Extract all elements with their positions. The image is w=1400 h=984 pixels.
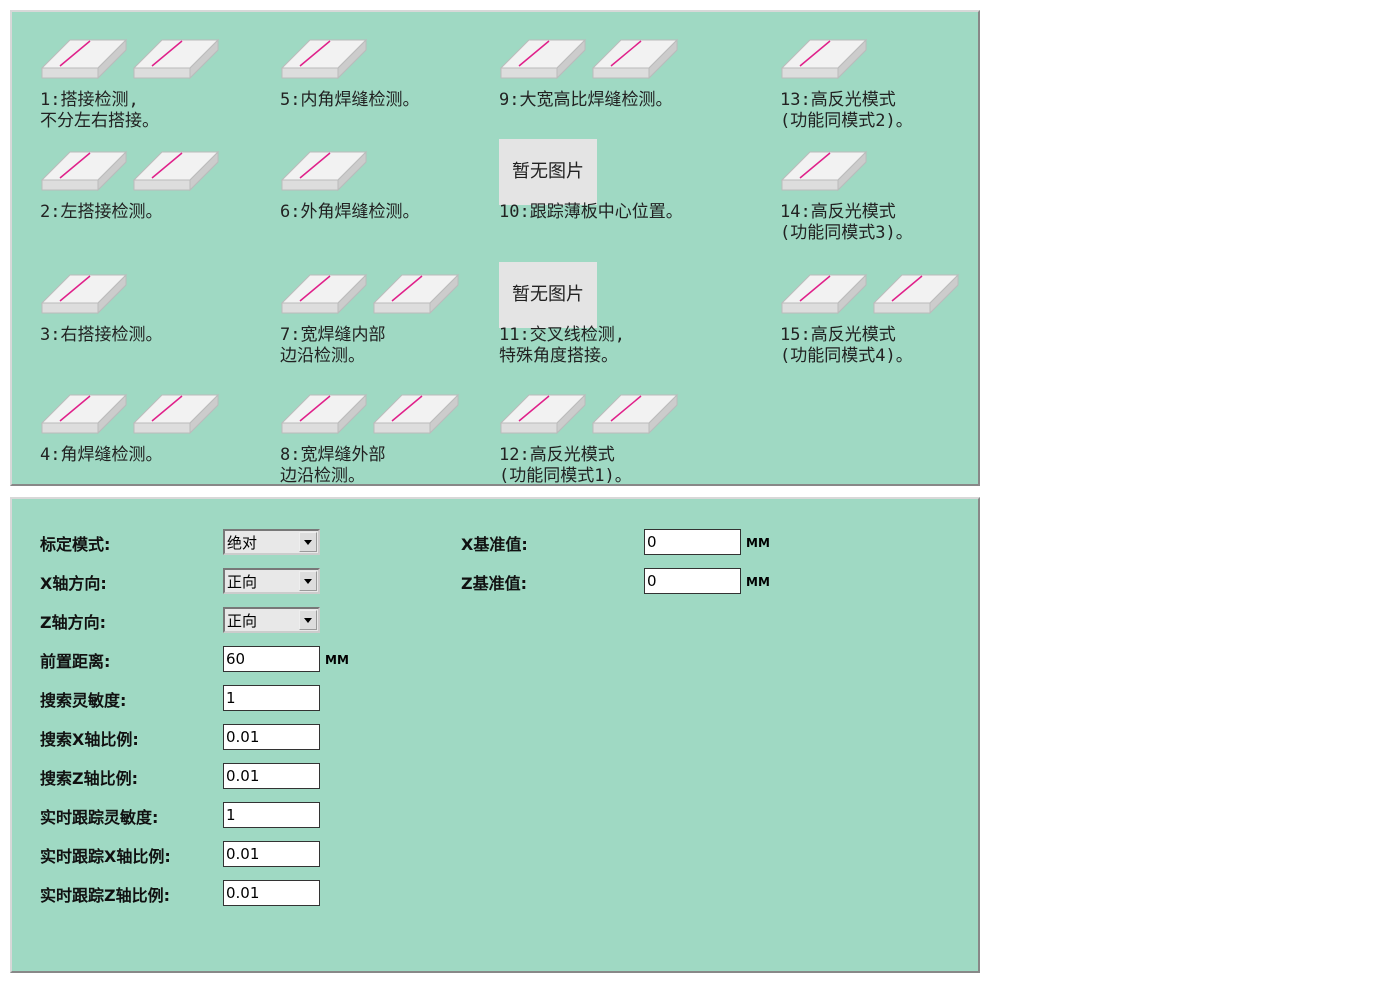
mode-text: 11:交叉线检测, (499, 325, 625, 345)
mode-text: 5:内角焊缝检测。 (280, 90, 420, 110)
mode-icon (780, 150, 868, 192)
unit-label: MM (746, 536, 770, 550)
setting-label: X基准值: (461, 535, 528, 554)
mode-label: 7:宽焊缝内部 边沿检测。 (280, 325, 385, 367)
mode-label: 6:外角焊缝检测。 (280, 202, 419, 223)
mode-text: 15:高反光模式 (780, 325, 896, 345)
setting-label: 搜索灵敏度: (40, 691, 127, 710)
control-value: 0.01 (226, 767, 260, 785)
mode-icon (780, 38, 868, 80)
mode-icon (40, 38, 220, 80)
control-value: 绝对 (227, 534, 258, 552)
mode-label: 5:内角焊缝检测。 (280, 90, 419, 111)
text-input[interactable]: 60 (223, 646, 320, 672)
mode-label: 15:高反光模式 (功能同模式4)。 (780, 325, 913, 367)
image-placeholder: 暂无图片 (499, 139, 597, 205)
mode-text: 2:左搭接检测。 (40, 202, 163, 222)
mode-text: 13:高反光模式 (780, 90, 896, 110)
text-input[interactable]: 0.01 (223, 880, 320, 906)
mode-text: 3:右搭接检测。 (40, 325, 163, 345)
control-value: 0.01 (226, 845, 260, 863)
setting-label: Z轴方向: (40, 613, 107, 632)
settings-panel: 标定模式: 绝对 X轴方向: 正向 Z轴方向: 正向前置距离: 60 MM 搜索灵敏度: 1 搜索X… (10, 497, 980, 973)
dropdown-arrow[interactable] (299, 532, 317, 552)
mode-icon (40, 150, 220, 192)
mode-icon (280, 273, 460, 315)
control-value: 正向 (227, 612, 258, 630)
mode-text: 12:高反光模式 (499, 445, 615, 465)
mode-label: 10:跟踪薄板中心位置。 (499, 202, 683, 223)
setting-label: 实时跟踪灵敏度: (40, 808, 159, 827)
text-input[interactable]: 0.01 (223, 763, 320, 789)
control-value: 1 (226, 689, 236, 707)
mode-label: 9:大宽高比焊缝检测。 (499, 90, 672, 111)
mode-label: 13:高反光模式 (功能同模式2)。 (780, 90, 913, 132)
dropdown-arrow[interactable] (299, 571, 317, 591)
mode-label: 2:左搭接检测。 (40, 202, 162, 223)
setting-label: 搜索Z轴比例: (40, 769, 139, 788)
mode-text: 不分左右搭接。 (40, 111, 159, 131)
mode-text: 9:大宽高比焊缝检测。 (499, 90, 673, 110)
mode-icon (280, 150, 368, 192)
mode-icon (280, 393, 460, 435)
unit-label: MM (746, 575, 770, 589)
mode-icon (40, 393, 220, 435)
mode-text: 7:宽焊缝内部 (280, 325, 386, 345)
dropdown[interactable]: 正向 (223, 568, 320, 594)
mode-text: 边沿检测。 (280, 466, 365, 486)
mode-text: 4:角焊缝检测。 (40, 445, 163, 465)
mode-label: 11:交叉线检测, 特殊角度搭接。 (499, 325, 625, 367)
dropdown[interactable]: 正向 (223, 607, 320, 633)
mode-text: 1:搭接检测, (40, 90, 139, 110)
mode-text: 6:外角焊缝检测。 (280, 202, 420, 222)
mode-icon (780, 273, 960, 315)
mode-text: 边沿检测。 (280, 346, 365, 366)
control-value: 0 (647, 572, 657, 590)
mode-label: 12:高反光模式 (功能同模式1)。 (499, 445, 632, 487)
control-value: 60 (226, 650, 246, 668)
mode-icon (499, 38, 679, 80)
mode-icon (280, 38, 368, 80)
setting-label: 实时跟踪Z轴比例: (40, 886, 171, 905)
mode-label: 3:右搭接检测。 (40, 325, 162, 346)
mode-text: (功能同模式1)。 (499, 466, 632, 486)
mode-text: 特殊角度搭接。 (499, 346, 618, 366)
setting-label: 前置距离: (40, 652, 111, 671)
mode-label: 8:宽焊缝外部 边沿检测。 (280, 445, 385, 487)
control-value: 0.01 (226, 884, 260, 902)
unit-label: MM (325, 653, 349, 667)
dropdown-arrow[interactable] (299, 610, 317, 630)
setting-label: 搜索X轴比例: (40, 730, 139, 749)
mode-label: 14:高反光模式 (功能同模式3)。 (780, 202, 913, 244)
text-input[interactable]: 0 (644, 568, 741, 594)
text-input[interactable]: 1 (223, 685, 320, 711)
mode-text: (功能同模式3)。 (780, 223, 913, 243)
mode-text: 8:宽焊缝外部 (280, 445, 386, 465)
text-input[interactable]: 1 (223, 802, 320, 828)
setting-label: Z基准值: (461, 574, 528, 593)
dropdown[interactable]: 绝对 (223, 529, 320, 555)
control-value: 正向 (227, 573, 258, 591)
image-placeholder: 暂无图片 (499, 262, 597, 328)
mode-text: 10:跟踪薄板中心位置。 (499, 202, 683, 222)
mode-text: 14:高反光模式 (780, 202, 896, 222)
control-value: 0.01 (226, 728, 260, 746)
mode-icon (40, 273, 128, 315)
setting-label: 标定模式: (40, 535, 111, 554)
mode-icon (499, 393, 679, 435)
text-input[interactable]: 0 (644, 529, 741, 555)
mode-panel: 1:搭接检测, 不分左右搭接。 2:左搭接检测。 3:右搭接检测。 4:角焊缝检测。 5:… (10, 10, 980, 486)
mode-label: 4:角焊缝检测。 (40, 445, 162, 466)
text-input[interactable]: 0.01 (223, 841, 320, 867)
text-input[interactable]: 0.01 (223, 724, 320, 750)
setting-label: 实时跟踪X轴比例: (40, 847, 171, 866)
mode-label: 1:搭接检测, 不分左右搭接。 (40, 90, 159, 132)
mode-text: (功能同模式2)。 (780, 111, 913, 131)
setting-label: X轴方向: (40, 574, 107, 593)
control-value: 1 (226, 806, 236, 824)
mode-text: (功能同模式4)。 (780, 346, 913, 366)
control-value: 0 (647, 533, 657, 551)
